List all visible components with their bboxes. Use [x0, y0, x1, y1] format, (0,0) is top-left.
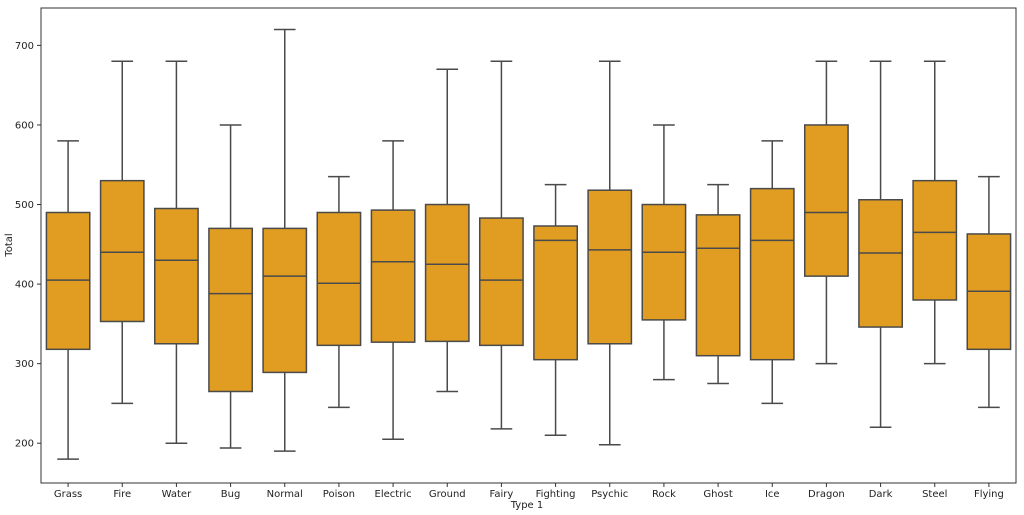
box-ground [424, 68, 470, 393]
box-ice [749, 140, 795, 405]
iqr-box [912, 179, 958, 301]
iqr-box [208, 227, 254, 393]
iqr-box [45, 211, 91, 351]
y-axis-label: Total [4, 233, 15, 257]
x-tick-label: Fairy [490, 489, 514, 500]
iqr-box [587, 189, 633, 345]
y-tick-label: 700 [15, 41, 34, 52]
y-tick-label: 500 [15, 200, 34, 211]
y-tick-label: 300 [15, 359, 34, 370]
box-dragon [804, 60, 849, 365]
box-rock [641, 124, 687, 381]
x-tick-label: Steel [922, 489, 947, 500]
x-tick-label: Normal [267, 489, 303, 500]
iqr-box [262, 227, 308, 374]
box-fairy [479, 60, 524, 430]
iqr-box [804, 124, 849, 277]
iqr-box [479, 217, 524, 347]
x-tick-label: Grass [54, 489, 82, 500]
box-ghost [695, 183, 741, 385]
box-poison [316, 175, 362, 409]
x-tick-label: Dark [869, 489, 893, 500]
x-tick-label: Rock [652, 489, 676, 500]
x-axis-label: Type 1 [510, 500, 544, 511]
iqr-box [695, 214, 741, 357]
x-tick-label: Dragon [808, 489, 845, 500]
x-tick-label: Ghost [703, 489, 732, 500]
iqr-box [99, 179, 145, 323]
x-tick-label: Fire [113, 489, 131, 500]
iqr-box [316, 211, 362, 347]
y-axis: 200 300 400 500 600 700 [15, 41, 41, 450]
x-axis: Grass Fire Water Bug Normal Poison Electric Gro… [54, 483, 1004, 500]
plot-area [40, 7, 1017, 484]
iqr-box [749, 187, 795, 361]
iqr-box [533, 225, 579, 361]
x-tick-label: Bug [221, 489, 241, 500]
box-electric [370, 140, 416, 440]
box-dark [858, 60, 904, 429]
x-tick-label: Ice [765, 489, 780, 500]
x-tick-label: Psychic [591, 489, 628, 500]
iqr-box [370, 209, 416, 343]
x-tick-label: Water [162, 489, 192, 500]
y-tick-label: 600 [15, 120, 34, 131]
box-psychic [587, 60, 633, 446]
iqr-box [858, 199, 904, 328]
box-grass [45, 140, 91, 460]
box-flying [966, 175, 1012, 409]
iqr-box [154, 207, 199, 345]
y-tick-label: 400 [15, 280, 34, 291]
x-tick-label: Electric [375, 489, 412, 500]
box-water [154, 60, 199, 444]
y-tick-label: 200 [15, 439, 34, 450]
box-normal [262, 28, 308, 452]
x-tick-label: Poison [323, 489, 355, 500]
box-fighting [533, 183, 579, 437]
iqr-box [641, 203, 687, 321]
iqr-box [424, 203, 470, 343]
boxes-group [45, 28, 1012, 460]
box-steel [912, 60, 958, 365]
x-tick-label: Flying [974, 489, 1004, 500]
x-tick-label: Ground [429, 489, 466, 500]
box-fire [99, 60, 145, 405]
x-tick-label: Fighting [536, 489, 576, 500]
box-bug [208, 124, 254, 449]
